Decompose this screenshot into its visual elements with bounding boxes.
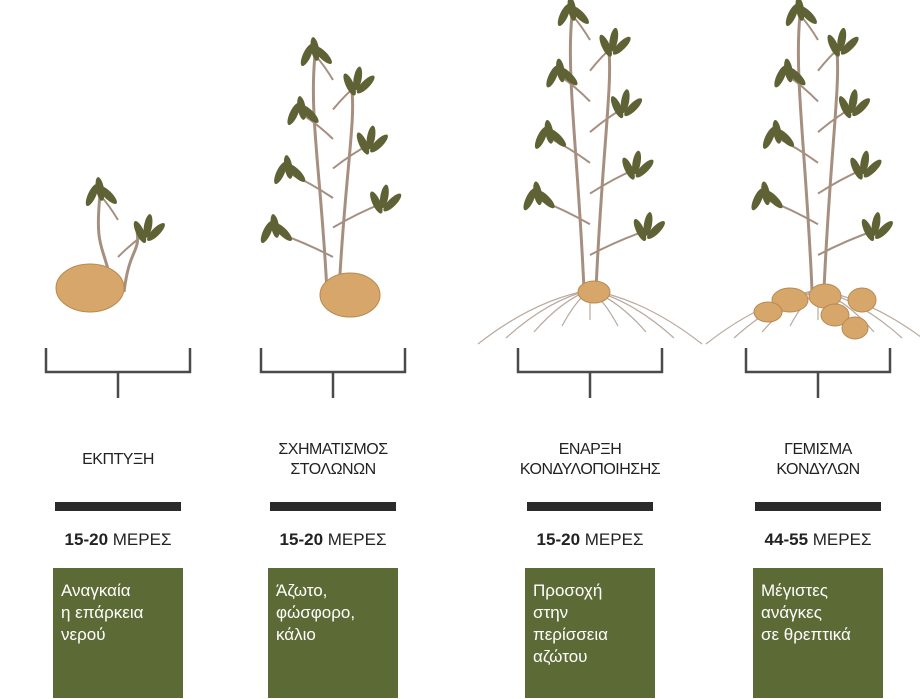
stage-note-line: ανάγκες bbox=[761, 602, 875, 624]
bracket bbox=[261, 348, 405, 398]
stage-note-line: στην περίσσεια bbox=[533, 602, 647, 646]
divider-bar bbox=[55, 502, 181, 511]
stage-title-line: ΣΤΟΛΩΝΩΝ bbox=[233, 460, 433, 480]
stage-title-line: ΚΟΝΔΥΛΩΝ bbox=[718, 460, 918, 480]
stage-note-line: αζώτου bbox=[533, 646, 647, 668]
tuber bbox=[578, 281, 610, 303]
stage-title-line: ΚΟΝΔΥΛΟΠΟΙΗΣΗΣ bbox=[490, 460, 690, 480]
stage-duration: 15-20 ΜΕΡΕΣ bbox=[490, 530, 690, 550]
stage-duration: 15-20 ΜΕΡΕΣ bbox=[18, 530, 218, 550]
bracket bbox=[46, 348, 190, 398]
stem bbox=[824, 45, 838, 290]
stem bbox=[124, 225, 138, 292]
tuber bbox=[848, 288, 876, 312]
stage-title-line: ΓΕΜΙΣΜΑ bbox=[718, 440, 918, 460]
stage-title-line: ΕΝΑΡΞΗ bbox=[490, 440, 690, 460]
days-range: 44-55 bbox=[765, 530, 808, 549]
days-unit: ΜΕΡΕΣ bbox=[328, 530, 387, 549]
days-unit: ΜΕΡΕΣ bbox=[813, 530, 872, 549]
days-range: 15-20 bbox=[280, 530, 323, 549]
stage-note: Άζωτο,φώσφορο,κάλιο bbox=[268, 568, 398, 698]
stage-duration: 44-55 ΜΕΡΕΣ bbox=[718, 530, 918, 550]
stage-duration: 15-20 ΜΕΡΕΣ bbox=[233, 530, 433, 550]
stem bbox=[570, 15, 584, 290]
root bbox=[506, 290, 590, 338]
stage-note-line: νερού bbox=[61, 624, 175, 646]
divider-bar bbox=[270, 502, 396, 511]
stem bbox=[313, 55, 327, 292]
illustration bbox=[0, 0, 920, 420]
stage-note-line: φώσφορο, bbox=[276, 602, 390, 624]
days-unit: ΜΕΡΕΣ bbox=[113, 530, 172, 549]
divider-bar bbox=[527, 502, 653, 511]
stem bbox=[596, 45, 610, 290]
stage-note-line: Άζωτο, bbox=[276, 580, 390, 602]
stage-note-line: η επάρκεια bbox=[61, 602, 175, 624]
stage-title-line: ΕΚΠΤΥΞΗ bbox=[18, 450, 218, 470]
tuber bbox=[320, 273, 380, 317]
days-unit: ΜΕΡΕΣ bbox=[585, 530, 644, 549]
stem bbox=[798, 15, 812, 290]
stage-note-line: σε θρεπτικά bbox=[761, 624, 875, 646]
stage-note-line: Προσοχή bbox=[533, 580, 647, 602]
stage-title: ΕΚΠΤΥΞΗ bbox=[18, 430, 218, 490]
bracket bbox=[518, 348, 662, 398]
stage-note-line: Αναγκαία bbox=[61, 580, 175, 602]
tuber bbox=[56, 264, 124, 312]
stage-note-line: Μέγιστες bbox=[761, 580, 875, 602]
stem bbox=[339, 85, 353, 292]
days-range: 15-20 bbox=[65, 530, 108, 549]
tuber bbox=[842, 317, 868, 339]
tuber bbox=[754, 302, 782, 322]
stage-title: ΓΕΜΙΣΜΑΚΟΝΔΥΛΩΝ bbox=[718, 430, 918, 490]
divider-bar bbox=[755, 502, 881, 511]
stage-column: ΓΕΜΙΣΜΑΚΟΝΔΥΛΩΝ 44-55 ΜΕΡΕΣ Μέγιστεςανάγκε… bbox=[718, 430, 918, 698]
bracket bbox=[746, 348, 890, 398]
stage-note-line: κάλιο bbox=[276, 624, 390, 646]
page: ΕΚΠΤΥΞΗ 15-20 ΜΕΡΕΣ Αναγκαίαη επάρκειανερο… bbox=[0, 0, 920, 699]
days-range: 15-20 bbox=[537, 530, 580, 549]
stage-title-line: ΣΧΗΜΑΤΙΣΜΟΣ bbox=[233, 440, 433, 460]
